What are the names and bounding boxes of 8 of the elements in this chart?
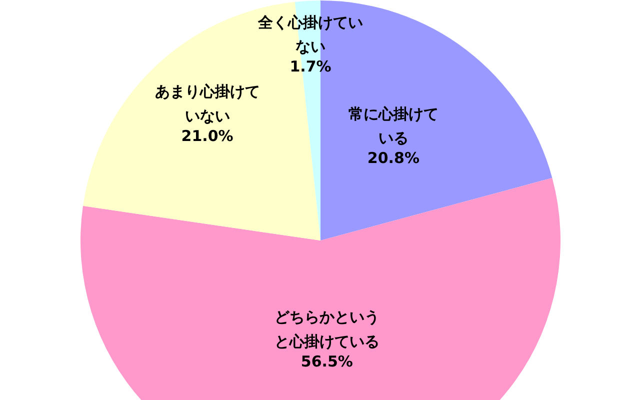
slice-label: 全く心掛けていない: [257, 13, 364, 56]
slice-label: どちらかというと心掛けている: [274, 308, 380, 350]
data-label: 21.0%: [181, 126, 234, 145]
slice-label: あまり心掛けていない: [154, 82, 260, 125]
slice-label: 常に心掛けている: [348, 104, 438, 148]
data-label: 56.5%: [300, 352, 353, 370]
data-label: 20.8%: [367, 149, 420, 168]
data-label: 1.7%: [290, 58, 332, 76]
